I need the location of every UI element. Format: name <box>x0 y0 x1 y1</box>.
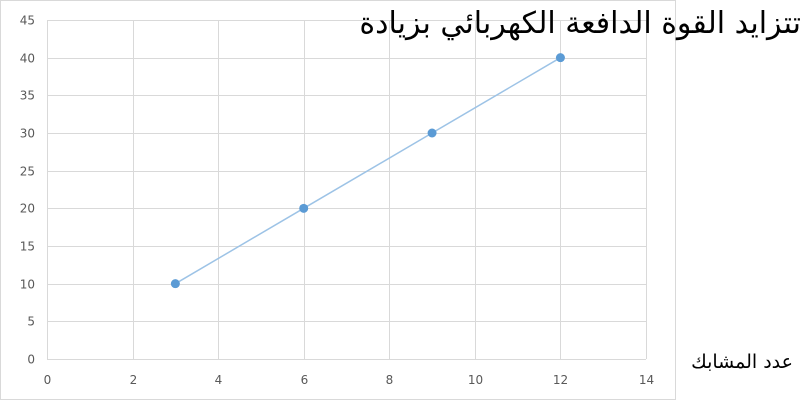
x-tick-label: 14 <box>639 373 654 387</box>
data-point <box>556 53 565 62</box>
y-tick-label: 25 <box>20 165 35 179</box>
y-tick-label: 30 <box>20 127 35 141</box>
x-tick-label: 4 <box>215 373 223 387</box>
x-axis-label: عدد المشابك <box>691 351 793 373</box>
y-tick-label: 20 <box>20 202 35 216</box>
data-point <box>171 279 180 288</box>
y-tick-label: 0 <box>27 353 35 367</box>
y-tick-label: 40 <box>20 52 35 66</box>
data-point <box>299 204 308 213</box>
x-tick-label: 10 <box>468 373 483 387</box>
y-tick-label: 35 <box>20 89 35 103</box>
chart-caption: تتزايد القوة الدافعة الكهربائي بزيادة عد… <box>361 4 801 48</box>
x-tick-label: 0 <box>44 373 52 387</box>
x-tick-label: 2 <box>130 373 138 387</box>
y-tick-label: 5 <box>27 315 35 329</box>
chart-frame <box>1 1 676 400</box>
x-tick-label: 12 <box>553 373 568 387</box>
y-tick-label: 45 <box>20 14 35 28</box>
y-tick-label: 15 <box>20 240 35 254</box>
x-tick-label: 8 <box>386 373 394 387</box>
y-tick-label: 10 <box>20 278 35 292</box>
x-tick-label: 6 <box>301 373 309 387</box>
data-point <box>428 129 437 138</box>
